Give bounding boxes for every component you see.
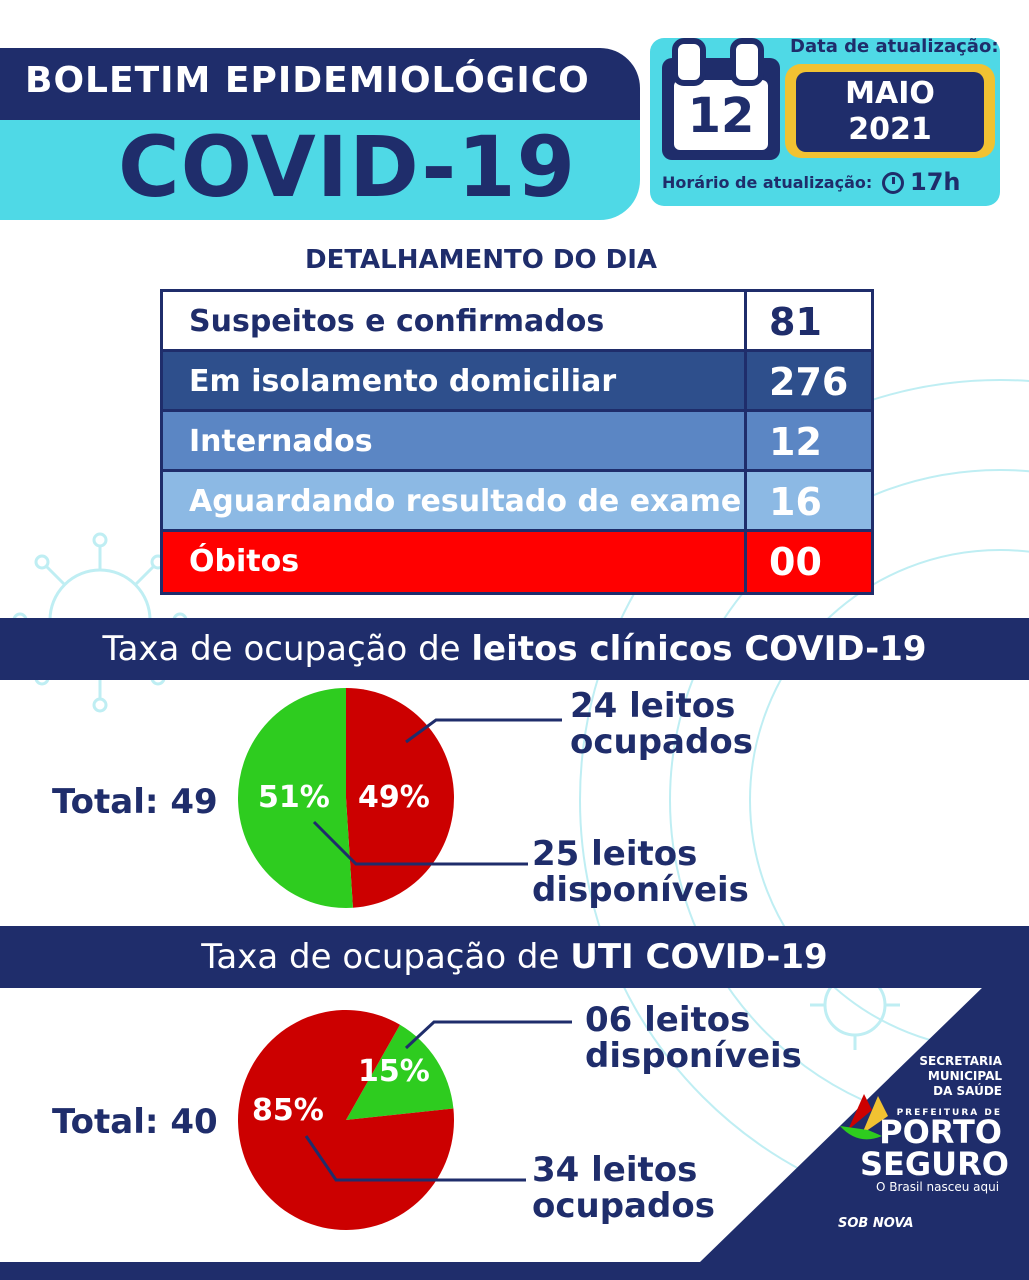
callout-line: disponíveis (585, 1036, 802, 1076)
update-date-box: MAIO 2021 (796, 72, 984, 152)
callout-line: 25 leitos (532, 834, 698, 874)
icu-band: Taxa de ocupação de UTI COVID-19 (0, 926, 1029, 988)
callout-line: 34 leitos (532, 1150, 698, 1190)
icu-occupied-callout: 34 leitos ocupados (532, 1152, 715, 1224)
row-label: Em isolamento domiciliar (163, 352, 747, 409)
logo-city-line: PORTO (879, 1113, 1002, 1151)
clock-icon (882, 172, 904, 194)
callout-line: 06 leitos (585, 1000, 751, 1040)
city-emblem-icon (840, 1094, 888, 1140)
leader-line (312, 820, 528, 866)
leader-line (304, 1135, 526, 1182)
detail-table: Suspeitos e confirmados 81 Em isolamento… (160, 289, 874, 595)
pie-slice-disponíveis (346, 1024, 454, 1120)
row-value: 81 (769, 300, 822, 344)
callout-line: 24 leitos (570, 686, 736, 726)
clinical-band-bold: leitos clínicos COVID-19 (471, 629, 927, 669)
clinical-band-prefix: Taxa de ocupação de (102, 629, 472, 669)
row-label: Óbitos (163, 532, 747, 592)
calendar-day: 12 (674, 80, 768, 150)
table-row: Internados 12 (163, 412, 871, 472)
update-time: 17h (910, 168, 961, 196)
pie-slice-disponíveis (237, 688, 353, 908)
leader-line (405, 718, 562, 744)
logo-line: SECRETARIA (919, 1054, 1002, 1068)
callout-line: ocupados (532, 1186, 715, 1226)
icu-band-bold: UTI COVID-19 (570, 937, 828, 977)
footer-bar (0, 1262, 1029, 1280)
pie-slice-ocupados (238, 1010, 454, 1230)
clinical-available-pct: 51% (258, 780, 330, 815)
table-row: Óbitos 00 (163, 532, 871, 592)
icu-band-title: Taxa de ocupação de UTI COVID-19 (0, 926, 1029, 988)
calendar-ring-icon (672, 38, 706, 86)
callout-line: disponíveis (532, 870, 749, 910)
logo-city-line: SEGURO (860, 1145, 1009, 1183)
row-label: Internados (163, 412, 747, 469)
icu-pie-chart (238, 1010, 454, 1230)
table-row: Suspeitos e confirmados 81 (163, 292, 871, 352)
secretaria-label: SECRETARIA MUNICIPAL DA SAÚDE (880, 1054, 1002, 1099)
logo-prefeitura: PREFEITURA DE (896, 1108, 1002, 1118)
clinical-occupied-callout: 24 leitos ocupados (570, 688, 753, 760)
calendar-ring-icon (730, 38, 764, 86)
clinical-leader-lines (312, 718, 562, 866)
clinical-band: Taxa de ocupação de leitos clínicos COVI… (0, 618, 1029, 680)
icu-leader-lines (304, 1020, 572, 1182)
clinical-available-callout: 25 leitos disponíveis (532, 836, 749, 908)
row-value: 276 (769, 360, 849, 404)
logo-line: MUNICIPAL (927, 1069, 1002, 1083)
table-row: Em isolamento domiciliar 276 (163, 352, 871, 412)
header-accent (0, 115, 640, 220)
clinical-band-title: Taxa de ocupação de leitos clínicos COVI… (0, 618, 1029, 680)
logo-line: DA SAÚDE (933, 1084, 1002, 1098)
row-value: 12 (769, 420, 822, 464)
update-month: MAIO (845, 76, 935, 111)
icu-occupied-pct: 85% (252, 1093, 324, 1128)
logo-tag: SOB NOVA (838, 1216, 914, 1231)
icu-available-pct: 15% (358, 1054, 430, 1089)
header-title: BOLETIM EPIDEMIOLÓGICO (25, 60, 590, 101)
clinical-total: Total: 49 (52, 782, 218, 822)
pie-slice-ocupados (346, 688, 454, 908)
clinical-pie-chart (237, 688, 454, 908)
callout-line: ocupados (570, 722, 753, 762)
clinical-occupied-pct: 49% (358, 780, 430, 815)
update-date-label: Data de atualização: (790, 36, 999, 57)
icu-available-callout: 06 leitos disponíveis (585, 1002, 802, 1074)
logo-city: PORTO SEGURO (860, 1113, 1009, 1183)
icu-band-prefix: Taxa de ocupação de (201, 937, 571, 977)
logo-slogan: O Brasil nasceu aqui (876, 1180, 1000, 1194)
leader-line (404, 1020, 572, 1050)
row-label: Suspeitos e confirmados (163, 292, 747, 349)
detail-title: DETALHAMENTO DO DIA (305, 245, 658, 275)
row-value: 16 (769, 480, 822, 524)
footer-wedge (700, 985, 1029, 1262)
icu-total: Total: 40 (52, 1102, 218, 1142)
update-time-label: Horário de atualização: (662, 173, 873, 192)
row-label: Aguardando resultado de exame (163, 472, 747, 529)
update-year: 2021 (848, 112, 932, 147)
row-value: 00 (769, 540, 822, 584)
table-row: Aguardando resultado de exame 16 (163, 472, 871, 532)
header-subtitle: COVID-19 (118, 118, 577, 216)
header-band (0, 48, 640, 120)
